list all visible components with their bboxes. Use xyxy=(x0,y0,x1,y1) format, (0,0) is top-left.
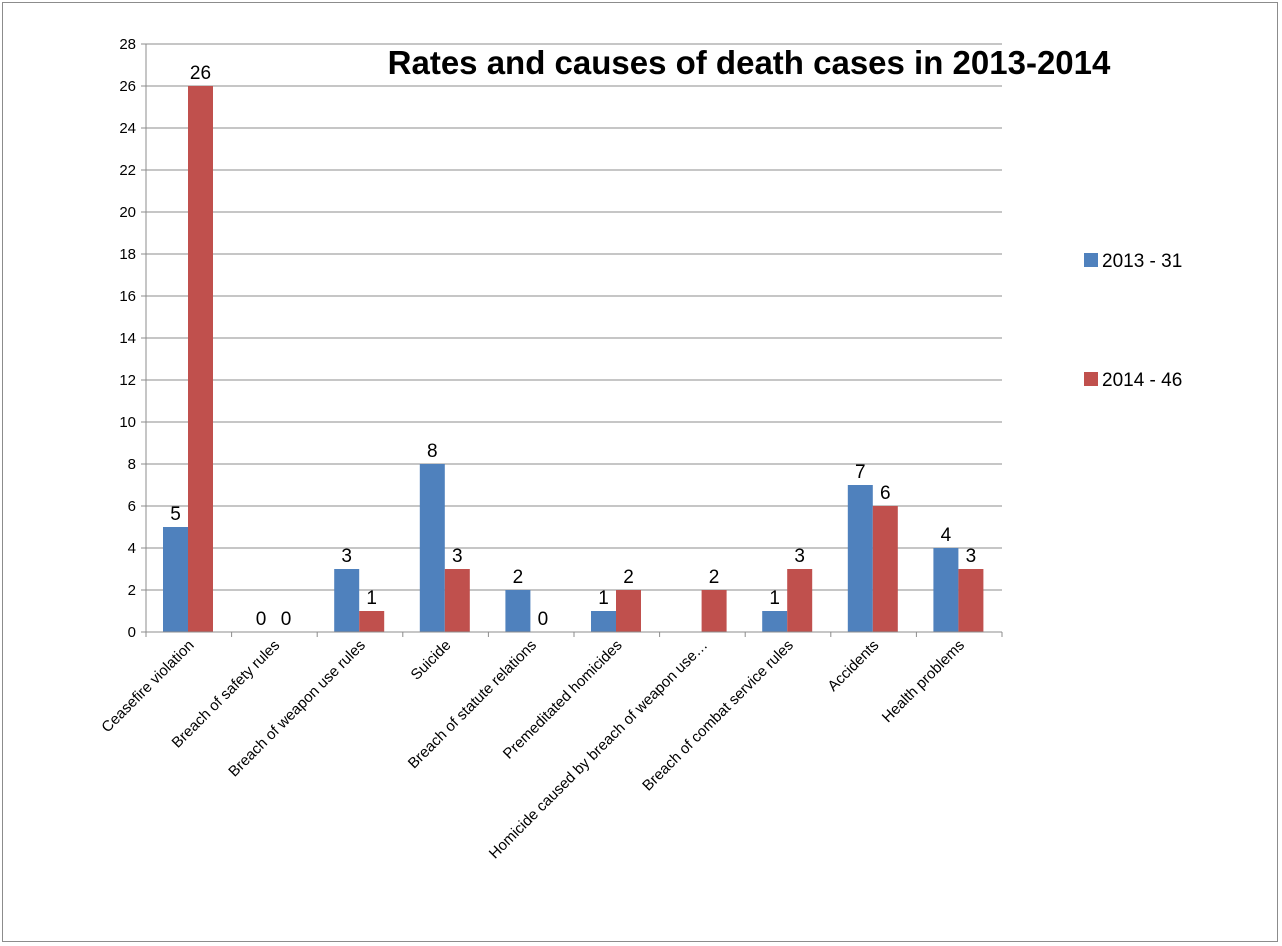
bar xyxy=(872,506,898,632)
gridlines xyxy=(146,43,1002,591)
data-label: 8 xyxy=(427,441,438,462)
data-label: 3 xyxy=(794,546,805,567)
legend: 2013 - 31 2014 - 46 xyxy=(1084,251,1182,391)
bar xyxy=(958,569,984,632)
y-tick-label: 14 xyxy=(119,330,136,347)
data-label: 0 xyxy=(281,609,292,630)
chart-title: Rates and causes of death cases in 2013-… xyxy=(388,44,1111,81)
x-tick-label: Breach of combat service rules xyxy=(639,637,797,795)
bar xyxy=(444,569,470,632)
x-tick-label: Suicide xyxy=(408,637,455,684)
data-label: 3 xyxy=(452,546,463,567)
bar xyxy=(359,611,385,632)
data-label: 6 xyxy=(880,483,891,504)
data-label: 3 xyxy=(966,546,977,567)
legend-swatch xyxy=(1084,372,1098,386)
bar xyxy=(701,590,727,632)
x-tick-label: Accidents xyxy=(824,637,882,695)
data-label: 26 xyxy=(190,63,211,84)
y-tick-label: 28 xyxy=(119,36,136,53)
y-tick-label: 16 xyxy=(119,288,136,305)
y-tick-label: 10 xyxy=(119,414,136,431)
data-label: 4 xyxy=(941,525,952,546)
y-tick-label: 24 xyxy=(119,120,136,137)
legend-entry: 2014 - 46 xyxy=(1102,370,1182,391)
legend-entry: 2013 - 31 xyxy=(1102,251,1182,272)
bar xyxy=(188,86,213,632)
data-label: 0 xyxy=(256,609,267,630)
bar xyxy=(933,548,959,632)
data-label: 1 xyxy=(598,588,609,609)
bar xyxy=(762,611,788,632)
data-label: 5 xyxy=(170,504,181,525)
y-tick-label: 12 xyxy=(119,372,136,389)
y-tick-label: 20 xyxy=(119,204,136,221)
bar xyxy=(419,464,445,632)
bar xyxy=(787,569,813,632)
data-label: 2 xyxy=(623,567,634,588)
y-tick-label: 8 xyxy=(128,456,136,473)
legend-swatch xyxy=(1084,253,1098,267)
bar xyxy=(505,590,531,632)
y-tick-label: 6 xyxy=(128,498,136,515)
y-tick-label: 0 xyxy=(128,624,136,641)
data-label: 1 xyxy=(769,588,780,609)
bar xyxy=(847,485,873,632)
bar xyxy=(163,527,188,632)
x-tick-label: Ceasefire violation xyxy=(98,637,197,736)
data-label: 3 xyxy=(341,546,352,567)
data-label: 7 xyxy=(855,462,866,483)
data-label: 1 xyxy=(366,588,377,609)
data-label: 2 xyxy=(513,567,524,588)
y-tick-label: 26 xyxy=(119,78,136,95)
bars xyxy=(163,86,984,632)
y-tick-label: 2 xyxy=(128,582,136,599)
y-tick-label: 22 xyxy=(119,162,136,179)
x-tick-label: Health problems xyxy=(879,637,968,726)
data-label: 0 xyxy=(538,609,549,630)
bar xyxy=(334,569,360,632)
data-label: 2 xyxy=(709,567,720,588)
y-tick-label: 4 xyxy=(128,540,136,557)
x-tick-label: Breach of weapon use rules xyxy=(225,637,369,781)
bar xyxy=(616,590,641,632)
bar xyxy=(591,611,616,632)
y-tick-label: 18 xyxy=(119,246,136,263)
